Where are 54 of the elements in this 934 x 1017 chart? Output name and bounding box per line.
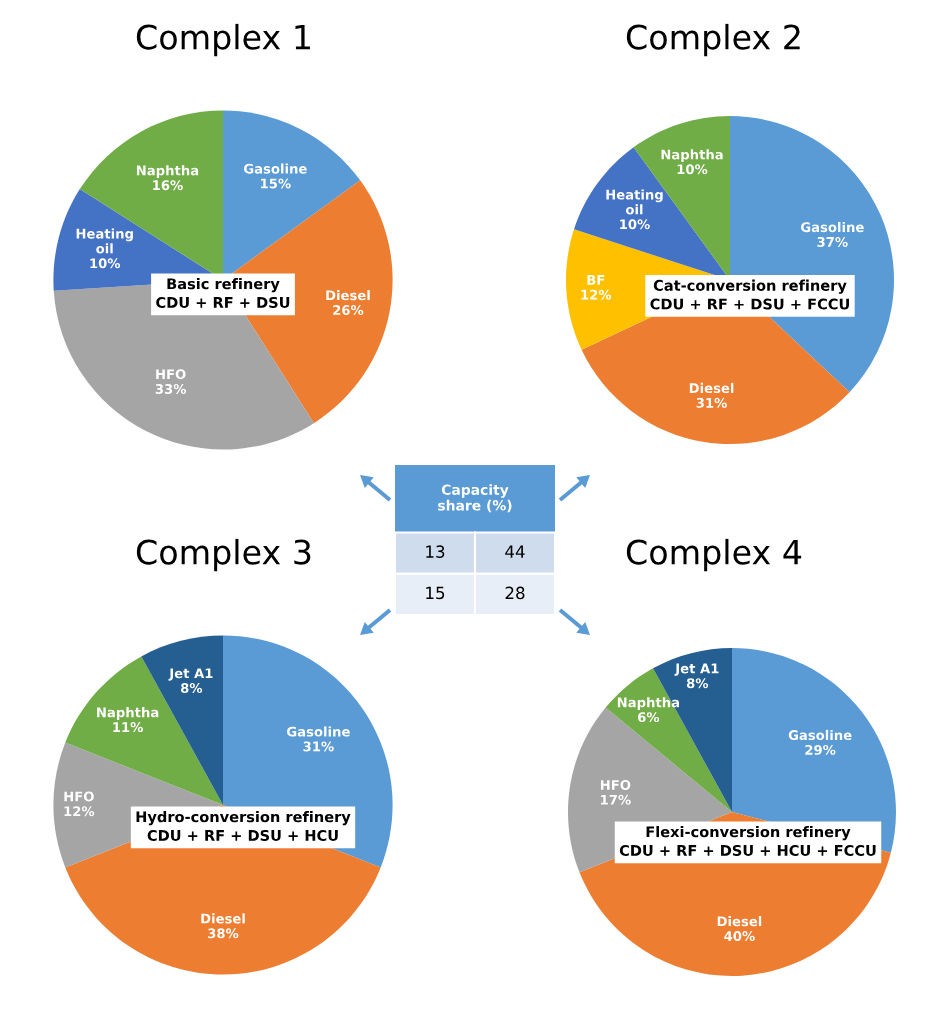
slice-label: Naphtha	[661, 149, 723, 163]
data-label: 10%	[677, 164, 708, 175]
slice-label: HFO	[600, 779, 631, 790]
data-label: 33%	[155, 383, 187, 394]
slice-label: Diesel	[689, 382, 734, 394]
pie-slice	[65, 656, 223, 805]
data-label: 38%	[208, 928, 239, 939]
slice-label: Gasoline	[788, 729, 852, 741]
data-label: 8%	[686, 678, 709, 689]
data-label: 37%	[817, 236, 848, 247]
data-label: 12%	[64, 806, 95, 817]
text: Flexi-conversion refinery CDU + RF + DSU + HCU + FCCU	[619, 826, 876, 856]
slice-label: Jet A1	[168, 668, 213, 681]
data-label: 29%	[805, 744, 836, 755]
chart-title: Complex 4	[626, 538, 802, 572]
slice-label: Naphtha	[97, 707, 159, 720]
text: 28	[505, 586, 525, 600]
data-label: 26%	[333, 305, 364, 316]
data-label: 15%	[261, 178, 291, 189]
text: 44	[505, 545, 525, 558]
slice-label: Gasoline	[244, 163, 307, 174]
data-label: 16%	[153, 180, 183, 191]
slice-label: Diesel	[326, 290, 370, 301]
text: 13	[426, 545, 445, 558]
slice-label: Gasoline	[287, 726, 350, 737]
data-label: 17%	[601, 794, 631, 805]
chart-title: Complex 1	[136, 23, 310, 57]
slice-label: Heating oil	[76, 228, 133, 254]
data-label: 8%	[180, 683, 203, 694]
data-label: 31%	[696, 397, 727, 408]
text: 15	[426, 586, 445, 600]
text: Hydro-conversion refinery CDU + RF + DSU + HCU	[136, 811, 351, 841]
slice-label: BF	[587, 275, 605, 285]
text: Capacity share (%)	[438, 484, 512, 513]
text: Basic refinery CDU + RF + DSU	[156, 278, 290, 308]
slice-label: HFO	[64, 791, 94, 802]
data-label: 12%	[581, 289, 612, 300]
slice-label: Naphtha	[136, 165, 199, 178]
slice-label: Heating oil	[606, 189, 663, 215]
data-label: 10%	[620, 219, 650, 230]
slice-label: Naphtha	[617, 697, 680, 710]
slice-label: Diesel	[201, 913, 245, 924]
text: Cat-conversion refinery CDU + RF + DSU + FCCU	[650, 279, 849, 310]
data-label: 40%	[724, 931, 755, 942]
data-label: 11%	[113, 722, 143, 733]
slice-label: Gasoline	[800, 221, 864, 233]
slice-label: HFO	[156, 369, 186, 380]
chart-title: Complex 3	[136, 538, 311, 572]
slice-label: Jet A1	[674, 663, 719, 676]
data-label: 31%	[303, 741, 334, 752]
slice-label: Diesel	[717, 916, 762, 927]
data-label: 10%	[90, 258, 121, 269]
data-label: 6%	[637, 712, 660, 723]
chart-title: Complex 2	[626, 23, 800, 57]
